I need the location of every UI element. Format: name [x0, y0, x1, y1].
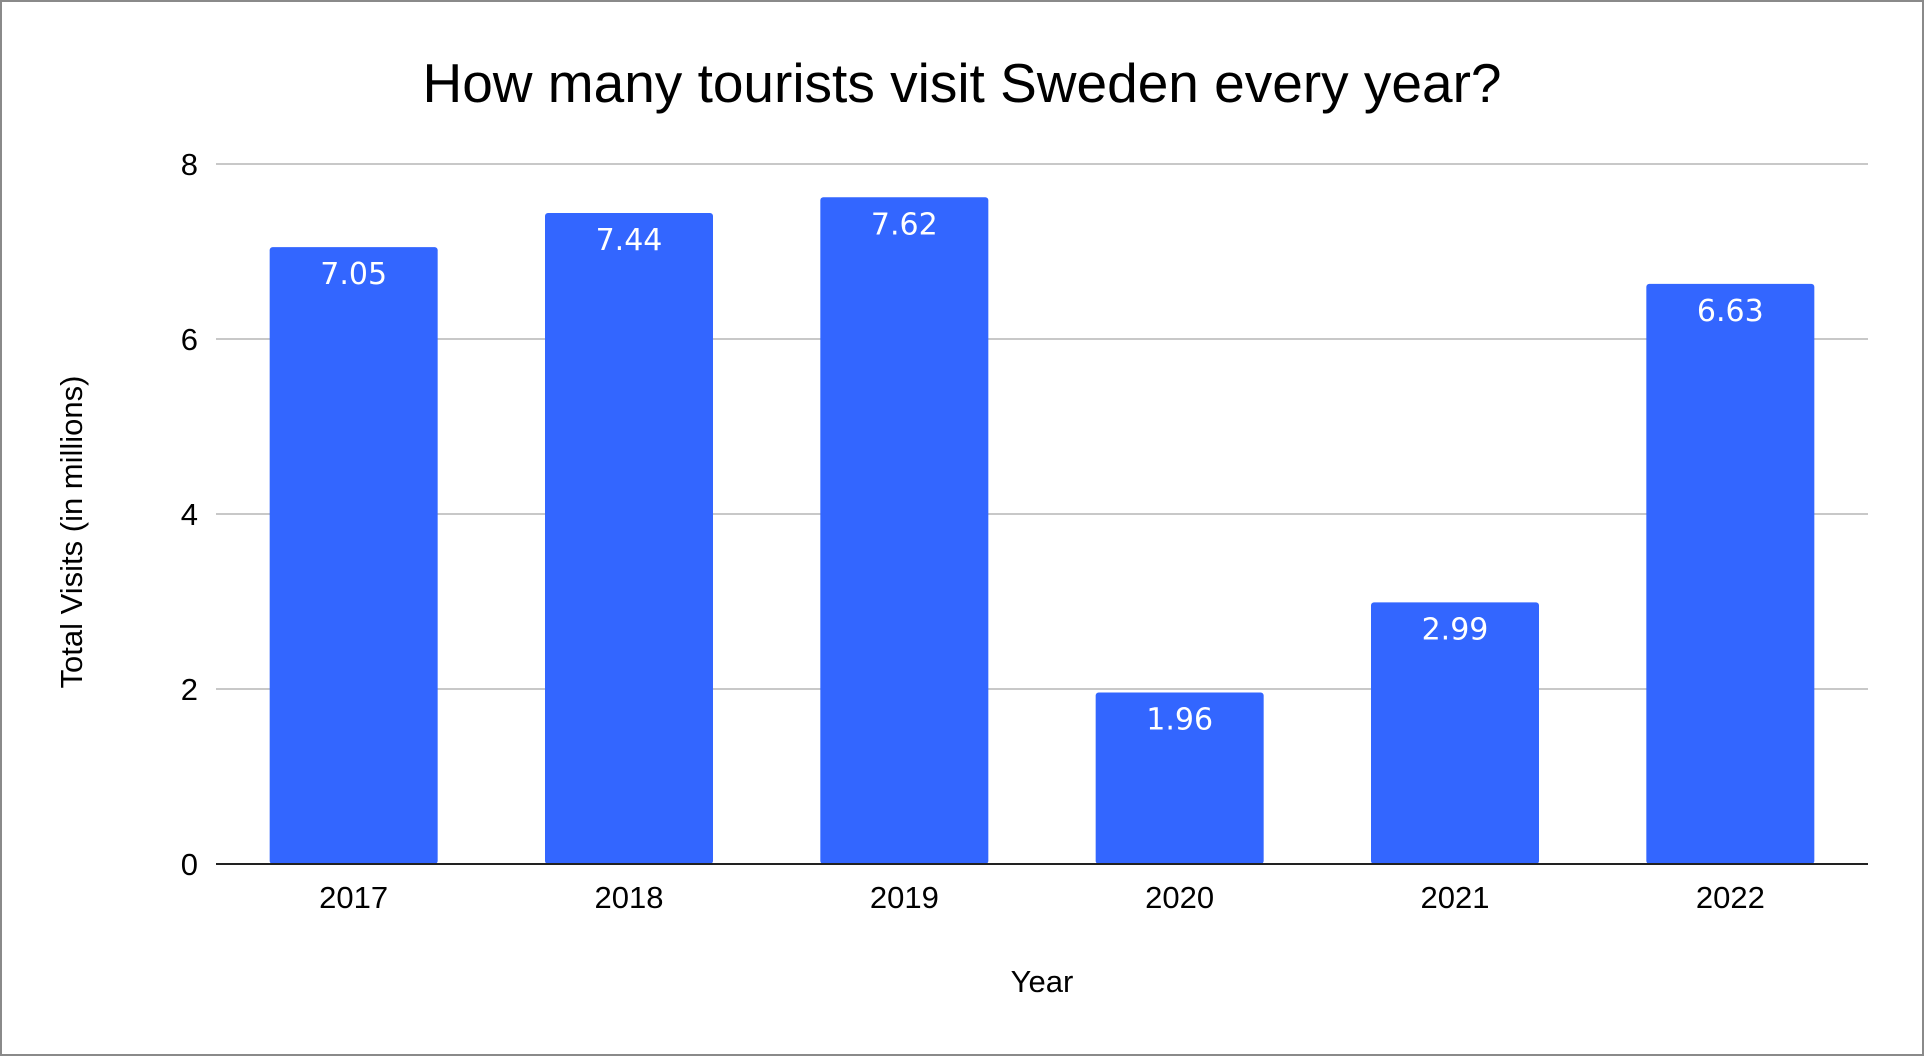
data-label: 7.62	[871, 207, 938, 242]
bar-2019	[820, 197, 989, 864]
y-tick-label: 2	[181, 672, 198, 707]
y-axis-ticks: 0 2 4 6 8	[181, 147, 198, 882]
x-axis-ticks: 2017 2018 2019 2020 2021 2022	[319, 880, 1765, 915]
bar-2018	[545, 213, 713, 864]
bar-2020	[1095, 692, 1264, 864]
bars	[269, 197, 1815, 864]
bar-2017	[269, 247, 438, 864]
data-label: 1.96	[1146, 703, 1213, 738]
data-labels: 7.05 7.44 7.62 1.96 2.99 6.63	[320, 207, 1763, 737]
y-tick-label: 6	[181, 322, 198, 357]
bar-2022	[1646, 283, 1815, 864]
x-axis-label: Year	[1011, 964, 1074, 999]
x-tick-label: 2022	[1696, 880, 1765, 915]
x-tick-label: 2020	[1145, 880, 1214, 915]
chart-title: How many tourists visit Sweden every yea…	[422, 52, 1501, 114]
x-tick-label: 2017	[319, 880, 388, 915]
data-label: 6.63	[1697, 294, 1764, 329]
y-tick-label: 8	[181, 147, 198, 182]
y-tick-label: 0	[181, 847, 198, 882]
bar-2021	[1371, 602, 1539, 864]
y-axis-label: Total Visits (in millions)	[54, 376, 89, 689]
x-tick-label: 2021	[1421, 880, 1490, 915]
x-tick-label: 2018	[595, 880, 664, 915]
data-label: 2.99	[1422, 612, 1489, 647]
x-tick-label: 2019	[870, 880, 939, 915]
data-label: 7.05	[320, 257, 387, 292]
y-tick-label: 4	[181, 497, 198, 532]
gridlines	[216, 163, 1868, 690]
data-label: 7.44	[596, 223, 663, 258]
